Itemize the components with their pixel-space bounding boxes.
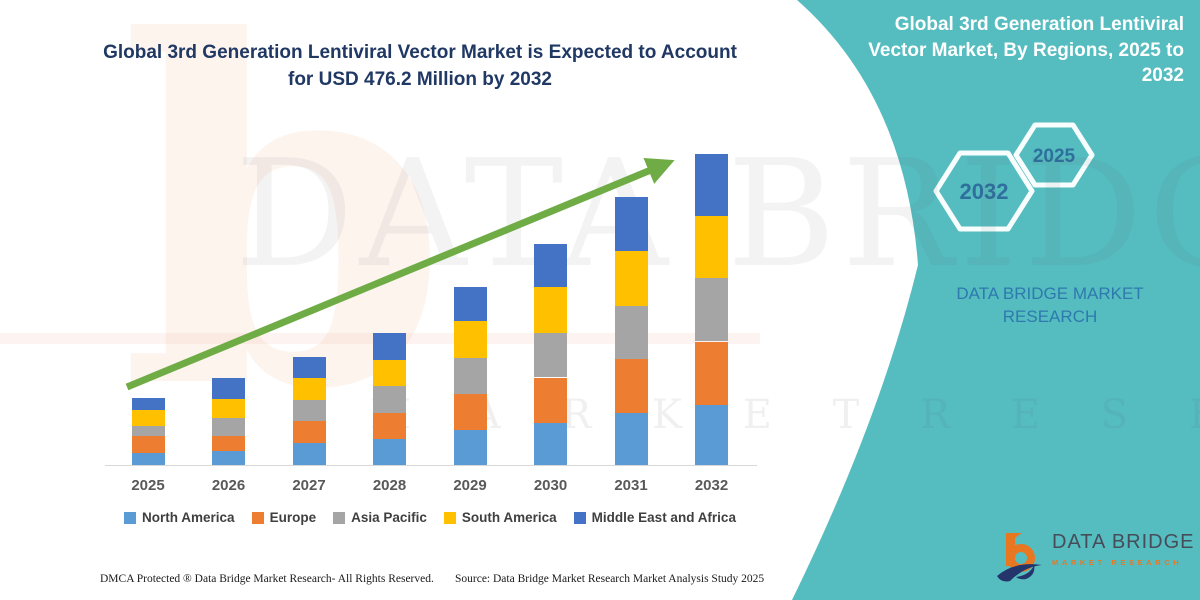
legend-item-south-america: South America: [443, 510, 557, 525]
legend-swatch: [251, 511, 264, 524]
bar-segment-2032-middle-east-and-africa: [695, 154, 728, 217]
databridge-logo-subname: MARKET RESEARCH: [1052, 558, 1183, 567]
bar-segment-2025-south-america: [131, 410, 165, 426]
bar-segment-2025-asia-pacific: [131, 425, 165, 437]
bar-segment-2030-north-america: [534, 422, 567, 465]
bar-segment-2026-south-america: [212, 399, 245, 418]
side-panel-brand-text: DATA BRIDGE MARKET RESEARCH: [956, 284, 1144, 326]
bar-segment-2027-north-america: [292, 443, 326, 465]
bar-segment-2029-europe: [453, 393, 487, 431]
bar-segment-2030-south-america: [534, 287, 567, 334]
bar-segment-2029-north-america: [453, 430, 487, 465]
databridge-logo-name: DATA BRIDGE: [1052, 531, 1195, 553]
bar-segment-2028-north-america: [373, 438, 406, 465]
bar-segment-2028-asia-pacific: [373, 386, 406, 413]
bar-segment-2031-asia-pacific: [614, 305, 648, 360]
bar-segment-2030-asia-pacific: [534, 333, 567, 378]
bar-segment-2030-europe: [534, 377, 567, 423]
bar-segment-2031-north-america: [614, 413, 648, 465]
legend-swatch: [124, 511, 137, 524]
x-axis-label-2028: 2028: [372, 477, 407, 494]
bar-segment-2026-north-america: [212, 450, 245, 465]
databridge-logo: DATA BRIDGE MARKET RESEARCH: [996, 531, 1195, 583]
bar-segment-2031-middle-east-and-africa: [614, 197, 648, 252]
hexagon-2025: 2025: [1013, 122, 1095, 188]
legend-label: Middle East and Africa: [591, 510, 736, 525]
chart-legend: North America Europe Asia Pacific South Ame…: [100, 510, 760, 525]
x-axis-line: [105, 465, 757, 466]
dmca-notice: DMCA Protected ® Data Bridge Market Rese…: [100, 573, 434, 585]
bar-segment-2025-middle-east-and-africa: [131, 397, 165, 411]
bar-segment-2032-asia-pacific: [695, 278, 728, 342]
chart-title: Global 3rd Generation Lentiviral Vector …: [103, 42, 737, 90]
bar-segment-2030-middle-east-and-africa: [534, 243, 567, 288]
bar-segment-2025-north-america: [131, 452, 165, 465]
hexagon-2032: 2032: [933, 150, 1035, 232]
side-panel-title: Global 3rd Generation Lentiviral Vector …: [868, 14, 1184, 87]
legend-label: Europe: [269, 510, 317, 525]
bar-segment-2031-europe: [614, 359, 648, 414]
legend-item-north-america: North America: [124, 510, 235, 525]
bar-segment-2028-south-america: [373, 359, 406, 386]
legend-swatch: [573, 511, 586, 524]
bar-segment-2026-asia-pacific: [212, 418, 245, 436]
legend-label: South America: [461, 510, 557, 525]
source-note: Source: Data Bridge Market Research Mark…: [455, 573, 765, 585]
x-axis-label-2026: 2026: [211, 477, 246, 494]
legend-item-middle-east-and-africa: Middle East and Africa: [573, 510, 736, 525]
hexagon-2032-label: 2032: [960, 179, 1009, 204]
bar-segment-2027-asia-pacific: [292, 399, 326, 422]
bar-segment-2027-south-america: [292, 378, 326, 400]
bar-segment-2027-europe: [292, 421, 326, 444]
legend-item-asia-pacific: Asia Pacific: [333, 510, 427, 525]
teal-shape: [792, 0, 1200, 600]
bar-segment-2029-south-america: [453, 321, 487, 358]
bar-segment-2026-europe: [212, 435, 245, 451]
x-axis-label-2029: 2029: [453, 477, 487, 494]
legend-label: North America: [142, 510, 235, 525]
bar-segment-2029-asia-pacific: [453, 357, 487, 394]
bar-segment-2032-south-america: [695, 216, 728, 279]
legend-item-europe: Europe: [251, 510, 317, 525]
bar-segment-2028-europe: [373, 412, 406, 439]
legend-swatch: [443, 511, 456, 524]
bar-segment-2027-middle-east-and-africa: [292, 356, 326, 379]
bar-segment-2028-middle-east-and-africa: [373, 333, 406, 360]
bar-segment-2029-middle-east-and-africa: [453, 286, 487, 322]
bar-segment-2032-north-america: [695, 404, 728, 465]
x-axis-label-2030: 2030: [533, 477, 568, 494]
teal-side-panel: 2032 2025: [792, 0, 1200, 600]
bar-segment-2025-europe: [131, 436, 165, 453]
x-axis-label-2025: 2025: [131, 477, 165, 494]
x-axis-label-2032: 2032: [694, 477, 729, 494]
bar-segment-2026-middle-east-and-africa: [212, 378, 245, 399]
hexagon-2025-label: 2025: [1033, 146, 1076, 167]
bar-segment-2032-europe: [695, 341, 728, 405]
x-axis-label-2027: 2027: [292, 477, 326, 494]
x-axis-label-2031: 2031: [614, 477, 648, 494]
legend-label: Asia Pacific: [351, 510, 427, 525]
bar-segment-2031-south-america: [614, 251, 648, 306]
databridge-logo-icon: [997, 533, 1042, 582]
legend-swatch: [333, 511, 346, 524]
